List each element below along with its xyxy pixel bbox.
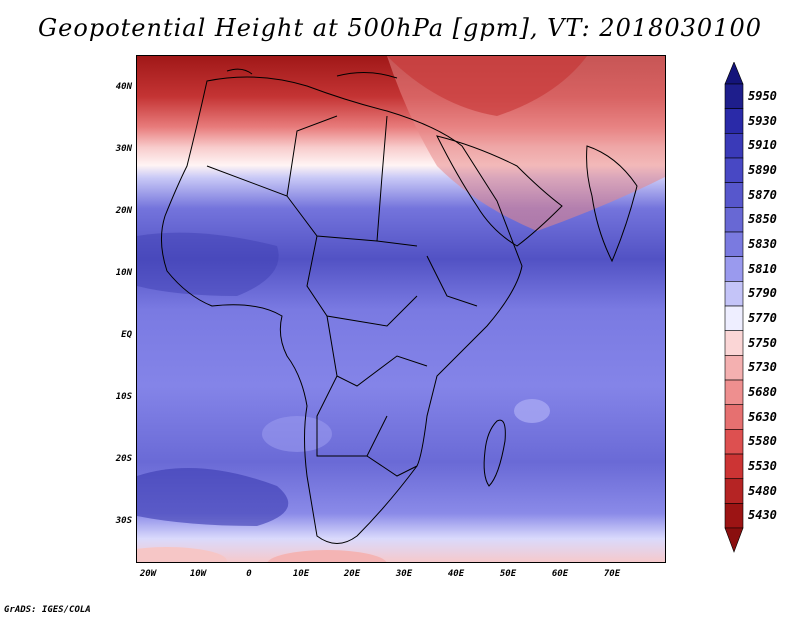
- colorbar-level-label: 5630: [748, 409, 777, 424]
- west-africa-high: [137, 232, 279, 296]
- colorbar-level-label: 5890: [748, 163, 777, 177]
- y-tick-label: 30S: [115, 516, 132, 526]
- colorbar-level-label: 5870: [748, 187, 777, 202]
- map-title: Geopotential Height at 500hPa [gpm], VT:…: [38, 14, 762, 42]
- colorbar-level-label: 5770: [748, 311, 777, 326]
- x-tick-label: 10E: [292, 569, 310, 579]
- colorbar-cell: [724, 330, 744, 356]
- colorbar-cell: [724, 207, 744, 233]
- colorbar-cell: [724, 305, 744, 331]
- map-svg: [137, 56, 665, 562]
- colorbar-level-label: 5680: [748, 385, 777, 400]
- colorbar-cell: [724, 379, 744, 406]
- colorbar-cell: [724, 503, 744, 529]
- colorbar-level-label: 5480: [748, 483, 777, 498]
- colorbar-cell: [724, 404, 744, 430]
- colorbar-level-label: 5850: [748, 212, 777, 227]
- colorbar-svg: [724, 62, 744, 553]
- colorbar-cell: [724, 453, 744, 480]
- colorbar-cell: [724, 157, 744, 183]
- credit-label: GrADS: IGES/COLA: [4, 605, 91, 615]
- colorbar-cell: [724, 182, 744, 208]
- map-panel: [136, 55, 666, 563]
- warm-core: [387, 56, 587, 116]
- x-tick-label: 0: [246, 569, 252, 579]
- y-tick-label: 40N: [115, 82, 132, 92]
- colorbar-cell: [724, 108, 744, 134]
- colorbar-cell: [724, 83, 744, 109]
- y-tick-label: 20N: [115, 206, 132, 216]
- x-tick-label: 70E: [603, 569, 621, 579]
- colorbar-cell: [724, 355, 744, 381]
- angola-patch: [262, 416, 332, 452]
- coastlines: [161, 68, 638, 544]
- south-warm-west: [137, 547, 227, 562]
- colorbar-level-label: 5930: [748, 113, 777, 128]
- mascarene-patch: [514, 399, 550, 423]
- south-warm-east: [267, 550, 387, 562]
- colorbar-level-label: 5790: [748, 286, 777, 301]
- colorbar-level-label: 5430: [748, 508, 777, 523]
- colorbar-top-arrow: [724, 62, 744, 85]
- colorbar-bottom-arrow: [724, 527, 744, 553]
- colorbar-level-label: 5810: [748, 261, 777, 276]
- south-atlantic-low: [137, 468, 289, 526]
- x-tick-label: 20W: [139, 569, 157, 579]
- y-tick-label: 30N: [115, 144, 132, 154]
- colorbar-level-label: 5830: [748, 237, 777, 252]
- x-tick-label: 40E: [447, 569, 465, 579]
- colorbar-level-label: 5950: [748, 89, 777, 103]
- colorbar-cell: [724, 231, 744, 257]
- colorbar-level-label: 5580: [748, 434, 777, 449]
- colorbar-cell: [724, 429, 744, 455]
- colorbar-level-label: 5910: [748, 138, 777, 153]
- colorbar-cell: [724, 256, 744, 282]
- colorbar-cell: [724, 133, 744, 159]
- colorbar-cells: [724, 83, 744, 529]
- y-tick-label: EQ: [121, 330, 132, 340]
- colorbar-level-label: 5530: [748, 459, 777, 474]
- x-tick-label: 10W: [189, 569, 207, 579]
- y-tick-label: 10S: [115, 392, 132, 402]
- colorbar-cell: [724, 281, 744, 307]
- x-tick-label: 50E: [499, 569, 517, 579]
- y-tick-label: 10N: [115, 268, 132, 278]
- colorbar-level-label: 5730: [748, 360, 777, 375]
- x-tick-label: 30E: [395, 569, 413, 579]
- colorbar-level-label: 5750: [748, 335, 777, 350]
- y-tick-label: 20S: [115, 454, 132, 464]
- x-tick-label: 20E: [343, 569, 361, 579]
- x-tick-label: 60E: [551, 569, 569, 579]
- colorbar-cell: [724, 478, 744, 504]
